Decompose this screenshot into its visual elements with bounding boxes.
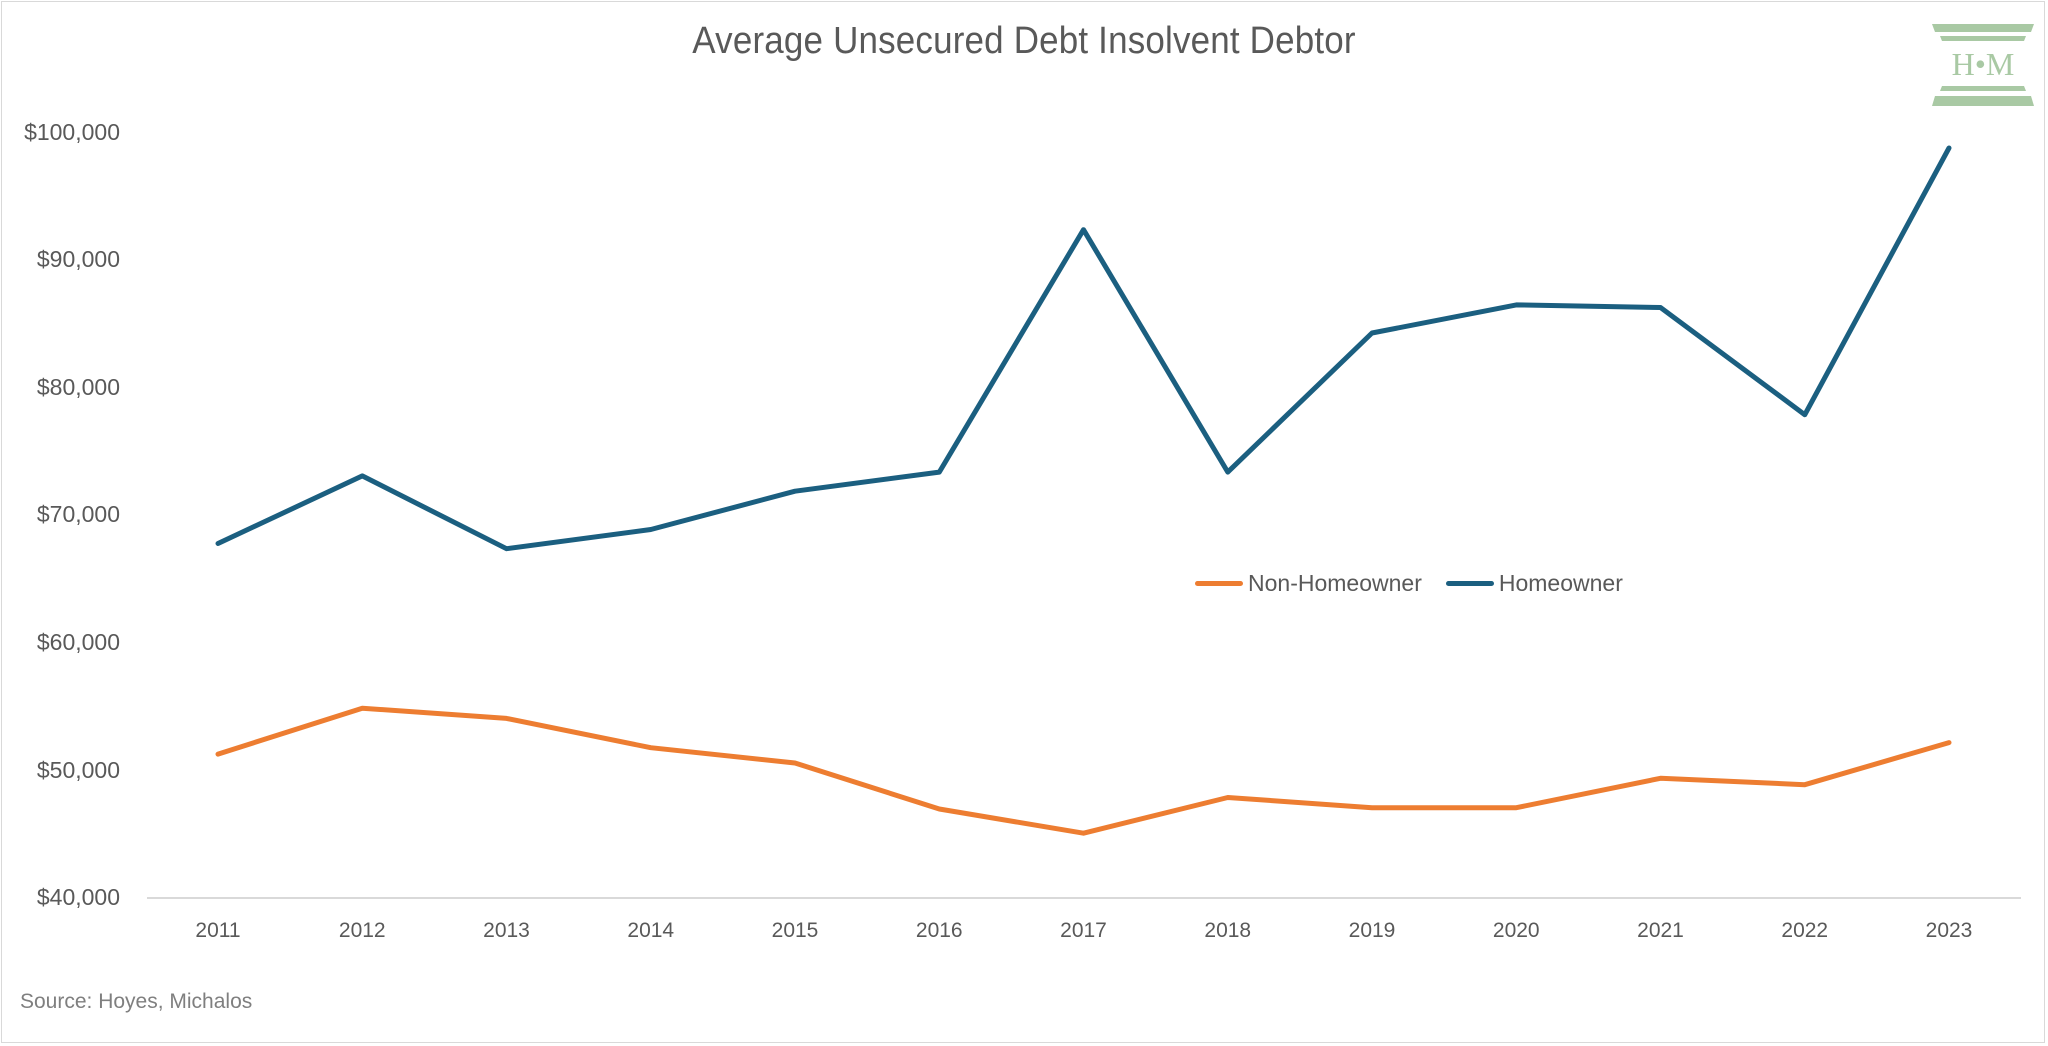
x-tick-2012: 2012 xyxy=(338,919,386,942)
legend: Non-Homeowner Homeowner xyxy=(1195,570,1647,597)
hm-logo-icon: H•M xyxy=(1930,22,2036,110)
y-tick-50000: $50,000 xyxy=(36,757,120,783)
x-axis-line xyxy=(147,897,2021,899)
chart-title: Average Unsecured Debt Insolvent Debtor xyxy=(692,20,1356,62)
y-tick-70000: $70,000 xyxy=(36,501,120,527)
y-tick-90000: $90,000 xyxy=(36,246,120,272)
logo-text: H•M xyxy=(1952,46,2015,82)
legend-label: Homeowner xyxy=(1498,570,1623,596)
x-tick-2021: 2021 xyxy=(1637,919,1684,942)
x-tick-2019: 2019 xyxy=(1348,919,1396,942)
legend-item-non-homeowner: Non-Homeowner xyxy=(1195,570,1422,597)
legend-swatch-non-homeowner xyxy=(1195,581,1243,586)
source-note: Source: Hoyes, Michalos xyxy=(20,990,253,1013)
y-tick-60000: $60,000 xyxy=(36,629,120,655)
y-tick-80000: $80,000 xyxy=(36,374,120,400)
legend-label: Non-Homeowner xyxy=(1248,570,1422,596)
x-tick-2011: 2011 xyxy=(195,919,241,942)
series-line-homeowner xyxy=(215,145,1952,552)
x-tick-2016: 2016 xyxy=(915,919,963,942)
x-tick-2018: 2018 xyxy=(1204,919,1252,942)
x-tick-2014: 2014 xyxy=(627,919,675,942)
x-tick-2017: 2017 xyxy=(1060,919,1107,942)
x-tick-2023: 2023 xyxy=(1925,919,1973,942)
x-tick-2015: 2015 xyxy=(771,919,819,942)
y-tick-40000: $40,000 xyxy=(36,884,120,910)
legend-item-homeowner: Homeowner xyxy=(1445,570,1623,597)
series-line-non-homeowner xyxy=(215,705,1952,836)
x-tick-2020: 2020 xyxy=(1492,919,1540,942)
x-tick-2022: 2022 xyxy=(1781,919,1829,942)
legend-swatch-homeowner xyxy=(1445,581,1494,586)
x-tick-2013: 2013 xyxy=(483,919,530,942)
y-tick-100000: $100,000 xyxy=(24,119,120,145)
